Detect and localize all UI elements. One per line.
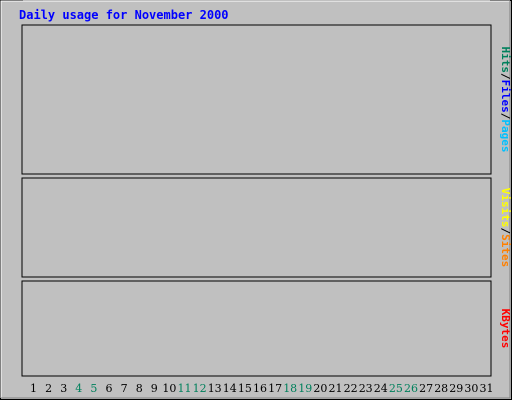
x-tick-label: 28: [434, 382, 448, 395]
panel-legend: Hits/Files/Pages: [499, 47, 512, 153]
x-tick-label: 10: [162, 382, 176, 395]
panel-box: [21, 24, 492, 175]
visits-sites-panel: 8956 Visits/Sites: [21, 0, 512, 278]
x-axis-labels: 1 2 3 4 5 6 7 8 9 10 11 12 13 14 15 16 17 18 19 20 21 22 23 24 2…: [30, 382, 494, 395]
x-tick-label: 4: [75, 382, 82, 395]
x-tick-label: 1: [30, 382, 37, 395]
x-tick-label: 25: [389, 382, 403, 395]
x-tick-label: 9: [151, 382, 158, 395]
legend-entry: /: [499, 113, 512, 120]
legend-entry: Sites: [499, 234, 512, 267]
legend-entry: KBytes: [499, 309, 512, 349]
legend-entry: Hits: [499, 47, 512, 74]
x-tick-label: 2: [45, 382, 52, 395]
legend-entry: /: [499, 73, 512, 80]
x-tick-label: 20: [313, 382, 327, 395]
x-tick-label: 8: [136, 382, 143, 395]
legend-entry: Pages: [499, 119, 512, 152]
x-tick-label: 17: [268, 382, 282, 395]
x-tick-label: 14: [223, 382, 237, 395]
legend-entry: /: [499, 228, 512, 235]
x-tick-label: 5: [90, 382, 97, 395]
x-tick-label: 31: [480, 382, 494, 395]
kbytes-panel: 646459 KBytes: [21, 0, 512, 377]
x-tick-label: 29: [449, 382, 463, 395]
legend-entry: Files: [499, 80, 512, 113]
x-tick-label: 15: [238, 382, 252, 395]
x-tick-label: 7: [121, 382, 128, 395]
x-tick-label: 24: [374, 382, 388, 395]
x-tick-label: 16: [253, 382, 267, 395]
x-tick-label: 12: [193, 382, 207, 395]
legend-entry: Visits: [499, 188, 512, 228]
x-tick-label: 30: [464, 382, 478, 395]
x-tick-label: 3: [60, 382, 67, 395]
chart-title: Daily usage for November 2000: [19, 8, 229, 22]
panel-legend: KBytes: [499, 309, 512, 349]
x-tick-label: 21: [329, 382, 343, 395]
x-tick-label: 11: [178, 382, 192, 395]
x-tick-label: 13: [208, 382, 222, 395]
x-tick-label: 22: [344, 382, 358, 395]
x-tick-label: 26: [404, 382, 418, 395]
x-tick-label: 18: [283, 382, 297, 395]
panel-box: [21, 280, 492, 377]
x-tick-label: 27: [419, 382, 433, 395]
panel-legend: Visits/Sites: [499, 188, 512, 268]
x-tick-label: 23: [359, 382, 373, 395]
x-tick-label: 19: [298, 382, 312, 395]
hits-files-pages-panel: 115484 Hits/Files/Pages: [0, 0, 512, 175]
x-tick-label: 6: [106, 382, 113, 395]
panel-box: [21, 177, 492, 278]
